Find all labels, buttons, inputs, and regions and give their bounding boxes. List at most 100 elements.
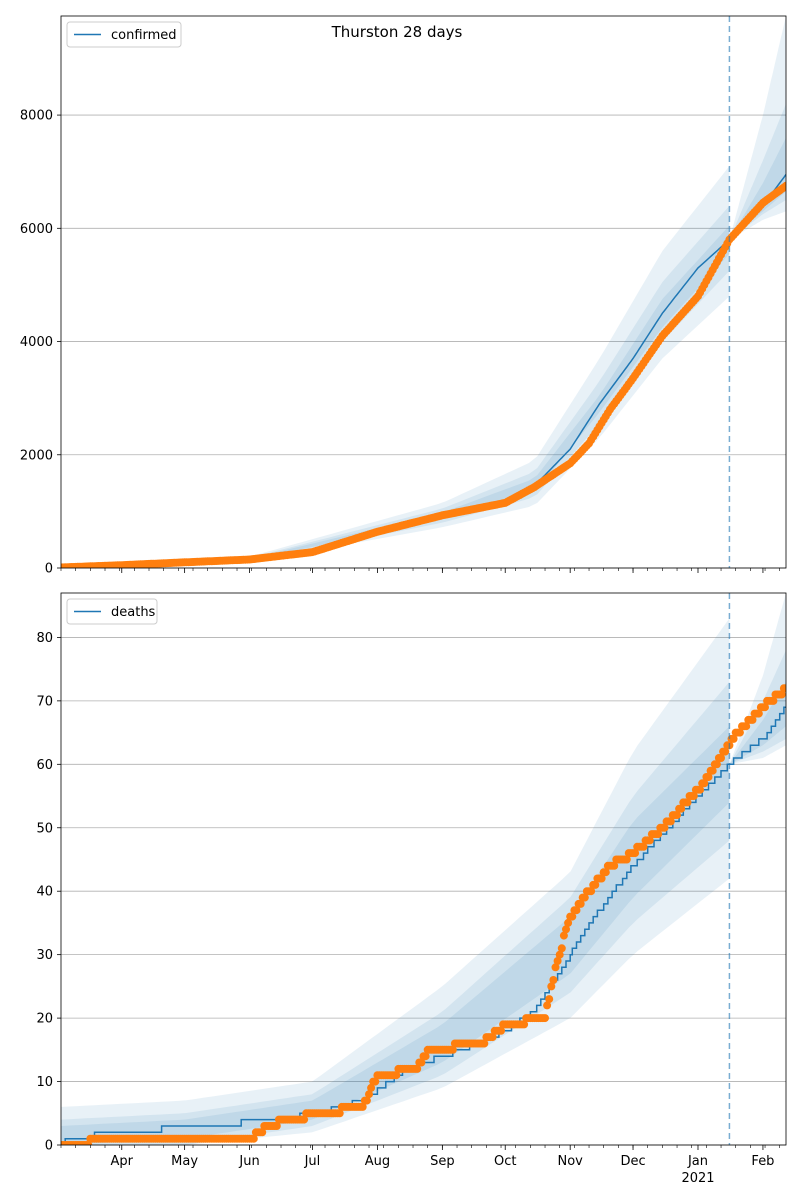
y-tick-label: 40 bbox=[36, 885, 53, 900]
x-tick-label: Sep bbox=[430, 1154, 455, 1169]
uncertainty-band bbox=[729, 650, 786, 765]
figure-title: Thurston 28 days bbox=[331, 23, 463, 41]
observed-point bbox=[448, 1045, 457, 1054]
observed-point bbox=[677, 804, 686, 813]
observed-point bbox=[417, 1058, 426, 1067]
observed-point bbox=[272, 1122, 281, 1130]
x-tick-label: Dec bbox=[620, 1154, 645, 1169]
observed-point bbox=[782, 181, 786, 190]
uncertainty-band bbox=[61, 618, 730, 1145]
observed-point bbox=[712, 760, 721, 769]
x-tick-label: Feb bbox=[751, 1154, 774, 1169]
uncertainty-band bbox=[729, 681, 786, 765]
x-tick-label: Nov bbox=[557, 1154, 583, 1169]
observed-point bbox=[568, 912, 577, 921]
y-tick-label: 30 bbox=[36, 948, 53, 963]
observed-point bbox=[742, 722, 751, 731]
y-tick-label: 20 bbox=[36, 1012, 53, 1027]
x-tick-label: Jan bbox=[687, 1154, 708, 1169]
observed-point bbox=[362, 1096, 371, 1105]
observed-point bbox=[421, 1052, 430, 1061]
y-tick-label: 4000 bbox=[20, 335, 53, 350]
x-tick-label: Aug bbox=[365, 1154, 390, 1169]
observed-point bbox=[480, 1039, 489, 1048]
uncertainty-band bbox=[61, 205, 730, 568]
observed-point bbox=[704, 773, 713, 781]
uncertainty-band bbox=[729, 103, 786, 240]
y-tick-label: 0 bbox=[45, 562, 53, 577]
y-tick-label: 2000 bbox=[20, 448, 53, 463]
observed-point bbox=[497, 1026, 505, 1035]
observed-point bbox=[729, 734, 738, 743]
observed-point bbox=[580, 893, 589, 902]
observed-point bbox=[520, 1020, 529, 1029]
observed-point bbox=[683, 798, 692, 807]
observed-point bbox=[587, 887, 596, 896]
observed-point bbox=[754, 709, 763, 718]
observed-point bbox=[639, 842, 648, 851]
legend-box bbox=[66, 21, 182, 48]
y-tick-label: 60 bbox=[36, 758, 53, 773]
y-tick-label: 80 bbox=[36, 631, 53, 646]
observed-point bbox=[761, 703, 769, 712]
confirmed-panel: 0 2000 4000 6000 8000 confirmed bbox=[20, 15, 787, 577]
observed-point bbox=[660, 823, 669, 832]
observed-point bbox=[557, 944, 566, 953]
observed-point bbox=[769, 696, 778, 705]
y-tick-label: 0 bbox=[45, 1139, 53, 1154]
observed-point bbox=[654, 830, 663, 839]
series-deaths-line bbox=[61, 706, 786, 1145]
observed-point bbox=[610, 861, 619, 870]
y-tick-label: 10 bbox=[36, 1075, 53, 1090]
observed-point bbox=[249, 1134, 258, 1143]
plot-area bbox=[61, 16, 786, 568]
uncertainty-band bbox=[729, 593, 786, 765]
observed-point bbox=[358, 1102, 367, 1111]
y-tick-label: 8000 bbox=[20, 109, 53, 124]
observed-point bbox=[700, 779, 709, 788]
legend-label: deaths bbox=[111, 605, 156, 620]
observed-point bbox=[335, 1109, 344, 1118]
observed-point bbox=[258, 1128, 267, 1137]
observed-point bbox=[748, 715, 757, 724]
observed-point bbox=[696, 785, 705, 794]
observed-point bbox=[488, 1033, 497, 1042]
uncertainty-band bbox=[61, 726, 730, 1145]
observed-point bbox=[392, 1071, 401, 1080]
observed-points bbox=[61, 181, 786, 568]
observed-point bbox=[553, 957, 562, 965]
observed-point bbox=[708, 766, 717, 775]
observed-point bbox=[645, 836, 654, 845]
x-tick-label: May bbox=[171, 1154, 198, 1169]
axes-frame bbox=[60, 592, 787, 1146]
observed-point bbox=[576, 899, 585, 908]
observed-point bbox=[721, 747, 730, 756]
plot-area bbox=[61, 593, 786, 1145]
deaths-panel: 0 10 20 30 40 50 60 70 80 Apr May Jun Jul Aug Sep Oct No… bbox=[36, 592, 787, 1186]
y-tick-label: 70 bbox=[36, 694, 53, 709]
x-year-label: 2021 bbox=[681, 1171, 714, 1186]
observed-point bbox=[597, 874, 606, 883]
x-tick-label: Jul bbox=[304, 1154, 321, 1169]
observed-point bbox=[367, 1083, 376, 1092]
x-tick-label: Jun bbox=[238, 1154, 259, 1169]
observed-point bbox=[371, 1077, 380, 1086]
observed-point bbox=[666, 817, 675, 826]
observed-point bbox=[717, 754, 725, 762]
legend: deaths bbox=[66, 598, 158, 625]
uncertainty-band bbox=[61, 681, 730, 1145]
observed-point bbox=[735, 728, 744, 737]
observed-point bbox=[365, 1090, 373, 1099]
observed-point bbox=[543, 1001, 552, 1010]
observed-point bbox=[555, 950, 564, 959]
legend-label: confirmed bbox=[111, 28, 177, 43]
observed-point bbox=[545, 995, 554, 1004]
observed-points bbox=[61, 684, 786, 1145]
legend-box bbox=[66, 598, 158, 625]
x-tick-label: Apr bbox=[111, 1154, 134, 1169]
y-tick-label: 6000 bbox=[20, 222, 53, 237]
observed-point bbox=[601, 868, 610, 877]
observed-point bbox=[559, 931, 568, 940]
x-tick-label: Oct bbox=[494, 1154, 516, 1169]
